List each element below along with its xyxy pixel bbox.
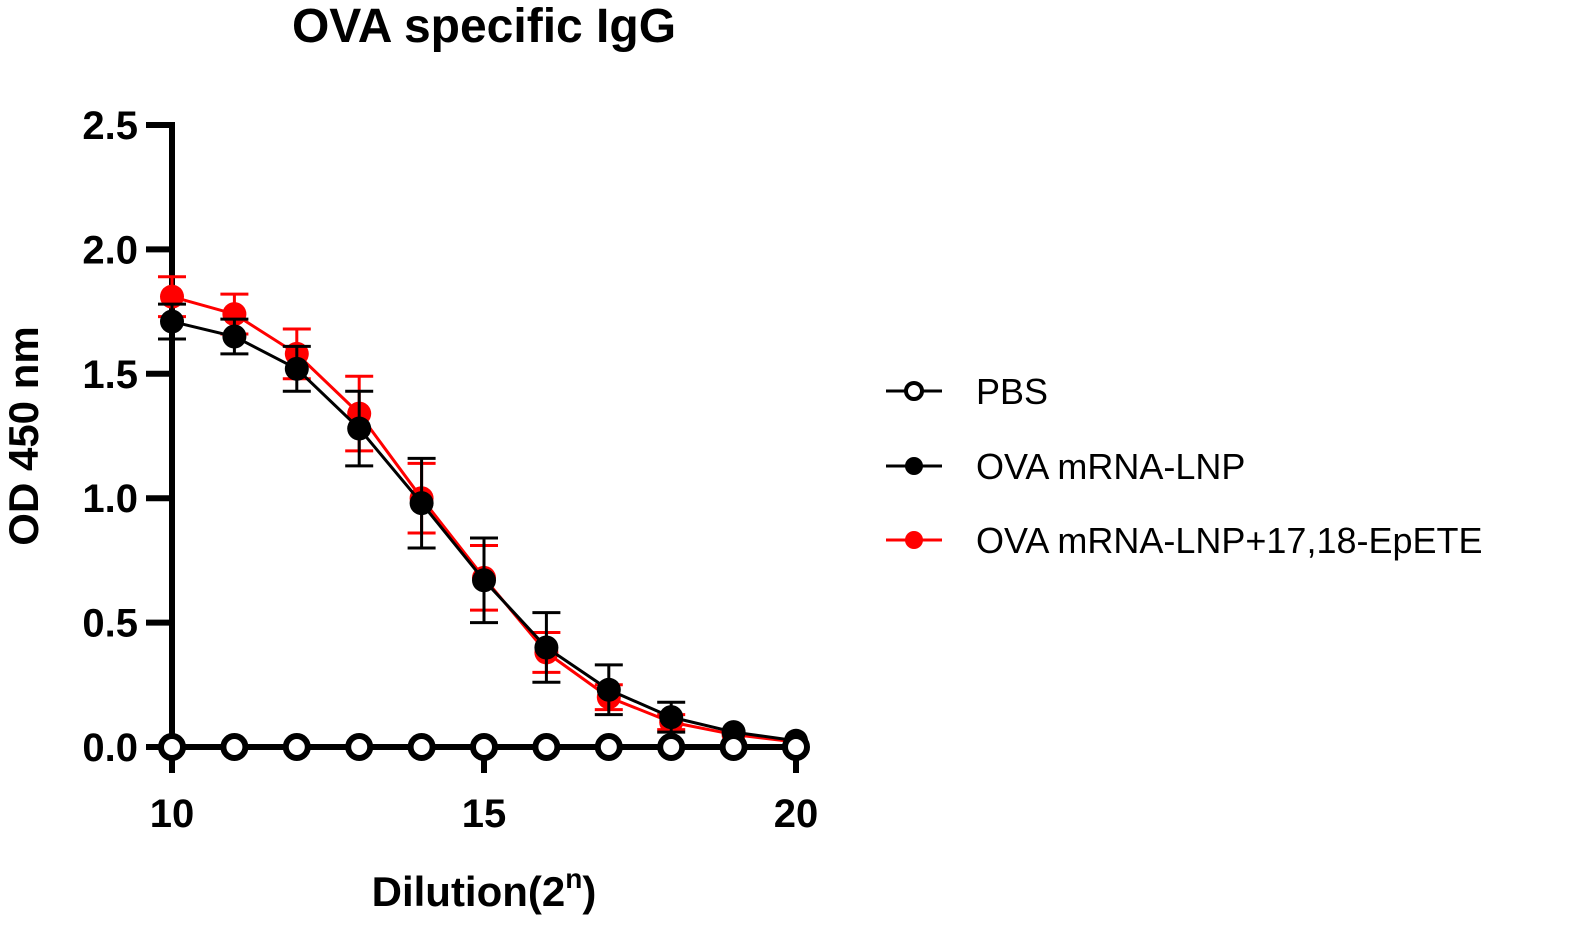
data-point [659, 705, 684, 730]
x-axis-label-suffix: ) [582, 868, 596, 915]
data-point [158, 733, 186, 761]
data-point [282, 733, 311, 761]
data-point [719, 733, 748, 761]
series-line [171, 295, 797, 744]
data-point [657, 733, 686, 761]
legend-item: OVA mRNA-LNP+17,18-EpETE [886, 520, 1483, 561]
y-tick-label: 1.0 [82, 477, 138, 521]
x-axis-label-superscript: n [565, 863, 582, 894]
chart-title: OVA specific IgG [292, 0, 676, 53]
legend-marker [905, 457, 923, 475]
data-point [596, 677, 621, 702]
x-tick-label: 10 [150, 792, 195, 836]
y-tick-label: 0.0 [82, 726, 138, 770]
legend-item: OVA mRNA-LNP [886, 446, 1245, 487]
series-layer [158, 275, 810, 761]
x-axis-label: Dilution(2n) [372, 863, 597, 915]
legend-marker [904, 381, 924, 401]
y-tick-label: 0.5 [82, 602, 138, 646]
data-point [470, 733, 498, 761]
data-point [222, 324, 247, 349]
legend-item: PBS [886, 371, 1048, 412]
series-ova-mrna-lnp [158, 302, 808, 753]
data-point [345, 733, 374, 761]
x-tick-label: 15 [462, 792, 507, 836]
legend: PBS OVA mRNA-LNP OVA mRNA-LNP+17,18-EpETE [886, 371, 1483, 561]
data-point [532, 733, 561, 761]
data-point [160, 309, 184, 334]
data-point [534, 635, 559, 660]
y-tick-label: 1.5 [82, 353, 138, 397]
series-line [171, 320, 797, 743]
legend-marker [905, 531, 923, 549]
data-point [594, 733, 623, 761]
data-point [409, 491, 434, 516]
data-point [472, 568, 496, 593]
data-point [220, 733, 249, 761]
legend-label: OVA mRNA-LNP [976, 446, 1245, 487]
y-tick-label: 2.0 [82, 228, 138, 272]
data-point [407, 733, 436, 761]
legend-label: OVA mRNA-LNP+17,18-EpETE [976, 520, 1483, 561]
y-axis: 0.0 0.5 1.0 1.5 2.0 2.5 [82, 104, 175, 770]
data-point [782, 733, 810, 761]
x-axis-label-main: Dilution(2 [372, 868, 566, 915]
data-point [347, 416, 372, 441]
data-point [284, 356, 309, 381]
series-pbs [158, 733, 810, 761]
y-tick-label: 2.5 [82, 104, 138, 148]
x-tick-label: 20 [774, 792, 819, 836]
legend-label: PBS [976, 371, 1048, 412]
y-axis-label: OD 450 nm [0, 326, 47, 545]
